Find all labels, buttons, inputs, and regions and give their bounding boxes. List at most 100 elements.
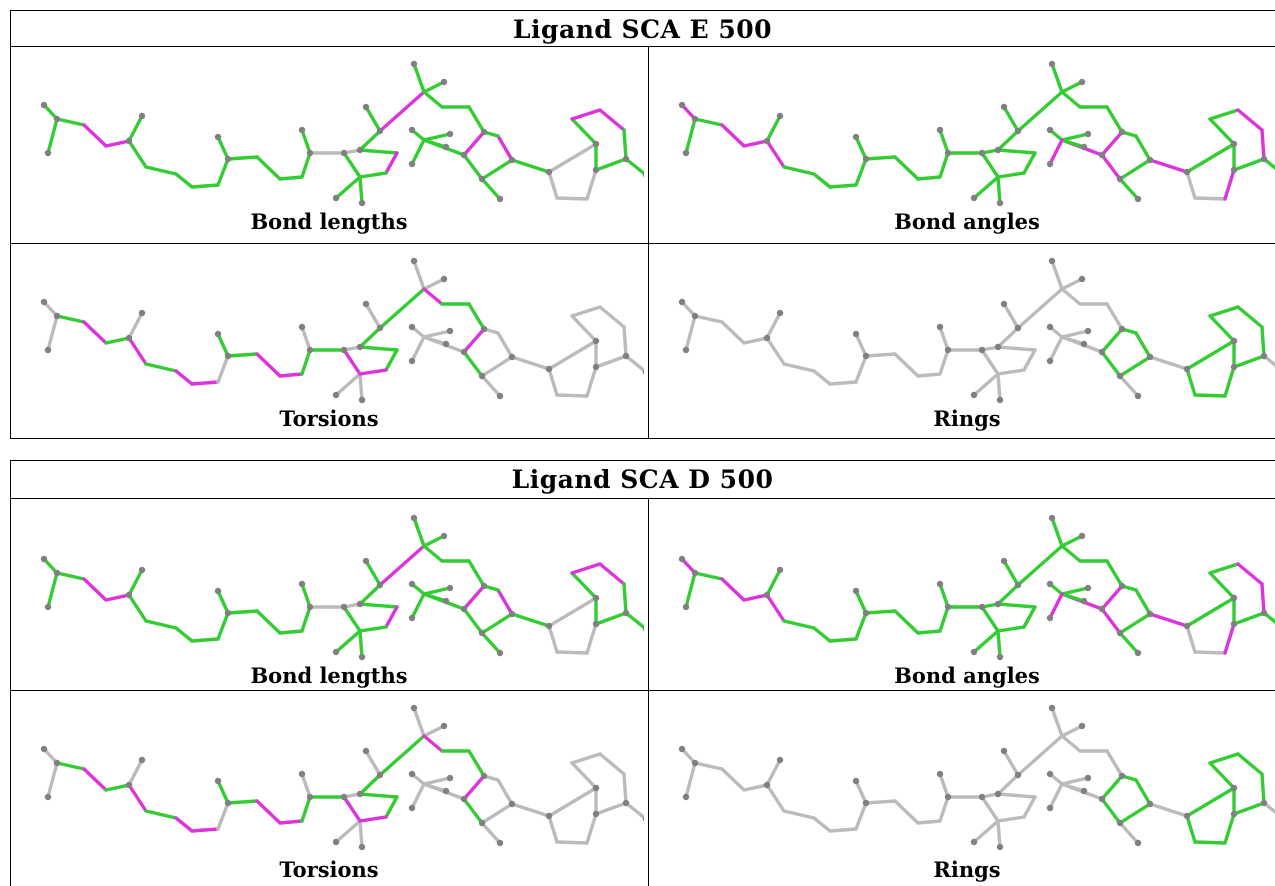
bond (422, 544, 444, 563)
atom (214, 330, 222, 338)
bond (622, 582, 628, 615)
atom (478, 175, 486, 183)
bond (412, 706, 426, 738)
atom (53, 569, 61, 577)
bond (46, 314, 59, 352)
atom (691, 759, 699, 767)
atom (691, 115, 699, 123)
bond (216, 354, 230, 384)
panel-caption: Bond angles (894, 663, 1040, 688)
atom (306, 346, 314, 354)
atom (678, 745, 686, 753)
bond (104, 593, 131, 602)
bond (1022, 605, 1037, 629)
atom (1000, 557, 1008, 565)
bond (1022, 348, 1037, 372)
atom (682, 149, 690, 157)
molecule-diagram (678, 60, 1275, 207)
atom (944, 346, 952, 354)
bond (765, 593, 786, 623)
bond (384, 151, 399, 175)
bond (422, 782, 448, 793)
bond (555, 196, 589, 201)
atom (446, 130, 454, 138)
bond (720, 123, 746, 148)
bond (144, 165, 178, 176)
atom (862, 352, 870, 360)
bond (384, 348, 399, 372)
bond (765, 311, 782, 340)
bond (1185, 786, 1236, 818)
atom (408, 323, 416, 331)
bond (684, 117, 697, 155)
bond (216, 135, 230, 161)
atom (592, 620, 600, 628)
bond (278, 819, 304, 825)
bond (358, 175, 364, 205)
bond (467, 749, 486, 778)
atom (1014, 324, 1022, 332)
bond (480, 612, 514, 635)
bond (1060, 287, 1082, 306)
bond (82, 320, 108, 345)
atom (1084, 774, 1092, 782)
atom (356, 146, 364, 154)
atom (978, 603, 986, 611)
atom (970, 648, 978, 656)
bond (422, 592, 448, 603)
atom (622, 155, 630, 163)
bond (1262, 611, 1275, 624)
bond (510, 158, 551, 174)
bond (693, 314, 724, 324)
atom (776, 566, 784, 574)
bond (594, 801, 628, 816)
atom (1260, 799, 1268, 807)
bond (570, 117, 598, 146)
bond (1100, 350, 1122, 378)
atom (682, 793, 690, 801)
bond (467, 559, 486, 588)
atom (994, 790, 1002, 798)
atom (480, 128, 488, 136)
bond (462, 774, 486, 801)
bond (598, 562, 626, 586)
atom (1230, 594, 1238, 602)
atom (1118, 128, 1126, 136)
bond (342, 151, 362, 179)
bond (462, 350, 484, 378)
atom (460, 605, 468, 613)
atom (1134, 649, 1142, 657)
bond (410, 138, 426, 166)
bond (624, 611, 644, 630)
atom (362, 103, 370, 111)
bond (255, 799, 282, 825)
bond (972, 819, 1000, 844)
bond (684, 314, 697, 352)
bond (1185, 596, 1236, 628)
bond (1236, 108, 1264, 132)
panel-rings: Rings (652, 691, 1275, 886)
atom (440, 532, 448, 540)
bond (144, 619, 178, 630)
atom (1078, 532, 1086, 540)
atom (970, 194, 978, 202)
bond (938, 128, 950, 155)
bond (410, 335, 426, 363)
atom (306, 603, 314, 611)
bond (570, 752, 602, 765)
bond (190, 827, 220, 833)
bond (765, 114, 782, 143)
atom (358, 843, 366, 851)
bond (462, 327, 486, 354)
bond (1148, 612, 1189, 628)
panel-caption: Bond lengths (250, 663, 408, 688)
bond (462, 153, 484, 181)
bond (693, 117, 724, 127)
bond (378, 287, 426, 330)
atom (125, 334, 133, 342)
bond (104, 783, 131, 792)
atom (1000, 300, 1008, 308)
bond (422, 277, 446, 291)
atom (53, 312, 61, 320)
bond (422, 335, 448, 346)
